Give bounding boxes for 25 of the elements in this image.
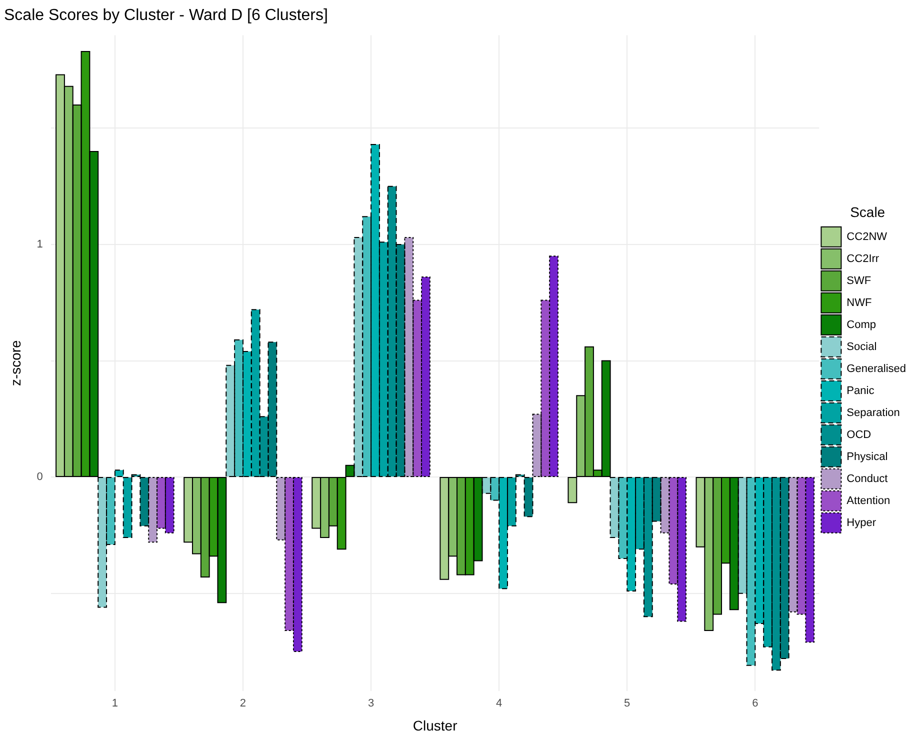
legend-label: NWF [846,296,872,309]
legend-label: Social [846,340,877,353]
x-tick-label: 1 [112,698,118,710]
x-tick-label: 5 [624,698,630,710]
x-tick-label: 6 [752,698,758,710]
x-axis-title: Cluster [412,717,458,734]
chart-title: Scale Scores by Cluster - Ward D [6 Clusters] [4,7,328,24]
legend-label: CC2Irr [846,252,880,265]
legend-label: OCD [846,428,872,441]
y-tick-label: 0 [36,471,43,484]
legend-label: Separation [846,406,900,419]
legend-label: Panic [846,384,875,397]
legend-label: SWF [846,274,872,287]
legend-label: Physical [846,450,888,463]
x-tick-label: 4 [496,698,502,710]
legend-label: Attention [846,494,890,507]
legend-label: Conduct [846,472,888,485]
x-tick-label: 2 [240,698,246,710]
x-tick-label: 3 [368,698,374,710]
legend-label: Comp [846,318,876,331]
legend-label: Generalised [846,362,906,375]
legend-label: Hyper [846,516,876,529]
legend-title: Scale [850,204,886,220]
y-axis-title: z-score [7,340,24,386]
legend-label: CC2NW [846,230,888,243]
